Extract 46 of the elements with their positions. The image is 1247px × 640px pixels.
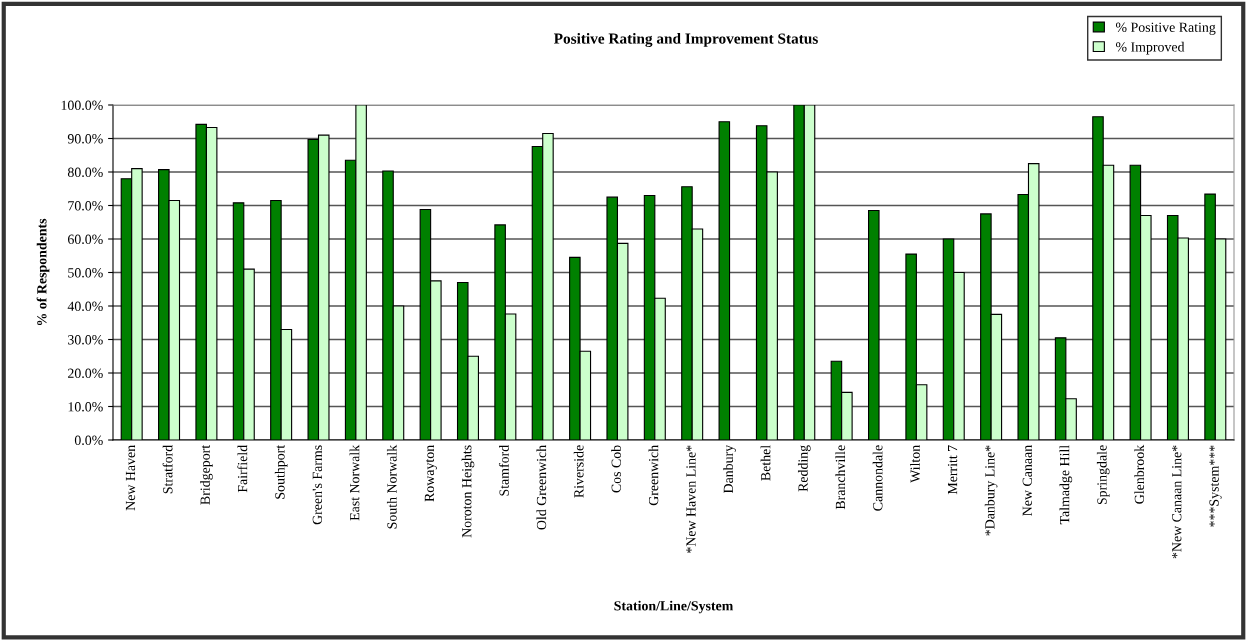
y-tick-label: 50.0% — [68, 268, 103, 278]
x-tick-label: Riverside — [573, 445, 584, 498]
y-tick-label: 40.0% — [67, 301, 103, 312]
y-tick-label: 20.0% — [68, 368, 103, 379]
x-tick-label: Bethel — [760, 445, 771, 481]
y-tick-label: 90.0% — [67, 134, 103, 144]
x-tick-label: Cos Cob — [611, 445, 621, 493]
x-tick-label: Stamford — [498, 445, 509, 496]
x-tick-label: Danbury — [723, 444, 736, 494]
x-tick-label: Glenbrook — [1134, 444, 1145, 504]
x-tick-label: Branchville — [835, 445, 846, 510]
x-tick-label: *Danbury Line* — [984, 445, 998, 536]
x-tick-label: New Canaan — [1022, 445, 1032, 516]
x-tick-label: Noroton Heights — [461, 445, 475, 538]
x-tick-label: New Haven — [125, 445, 136, 511]
x-tick-label: Merritt 7 — [947, 445, 958, 495]
y-axis-title: % of Respondents — [36, 218, 50, 326]
x-tick-label: *New Canaan Line* — [1172, 445, 1182, 559]
y-tick-label: 0.0% — [74, 435, 103, 446]
chart-title: Positive Rating and Improvement Status — [553, 33, 818, 47]
x-tick-label: Talmadge Hill — [1059, 445, 1073, 525]
x-tick-label: Stratford — [162, 445, 173, 494]
x-tick-label: Greenwich — [648, 445, 659, 506]
x-tick-label: East Norwalk — [349, 444, 360, 521]
x-tick-label: Fairfield — [237, 445, 248, 493]
y-tick-label: 60.0% — [68, 234, 103, 245]
x-tick-label: Wilton — [910, 445, 920, 483]
legend-label: % Positive Rating — [1115, 22, 1216, 35]
y-tick-label: 100.0% — [61, 100, 103, 111]
x-tick-label: Rowayton — [424, 445, 437, 502]
y-tick-label: 10.0% — [68, 402, 103, 412]
x-tick-label: ***System*** — [1209, 445, 1222, 527]
x-tick-label: Green's Farms — [312, 445, 322, 525]
x-tick-label: Redding — [797, 445, 811, 492]
x-tick-label: Southport — [274, 444, 288, 499]
y-tick-label: 30.0% — [68, 335, 103, 345]
x-tick-label: South Norwalk — [386, 444, 397, 529]
x-tick-label: Springdale — [1096, 445, 1110, 505]
x-axis-title: Station/Line/System — [614, 600, 734, 614]
legend-label: % Improved — [1115, 41, 1185, 55]
x-tick-label: *New Haven Line* — [686, 445, 696, 553]
x-tick-label: Cannondale — [872, 445, 883, 511]
y-tick-label: 80.0% — [67, 167, 103, 178]
x-tick-label: Old Greenwich — [536, 445, 547, 530]
y-tick-label: 70.0% — [68, 201, 103, 211]
x-tick-label: Bridgeport — [200, 444, 213, 505]
